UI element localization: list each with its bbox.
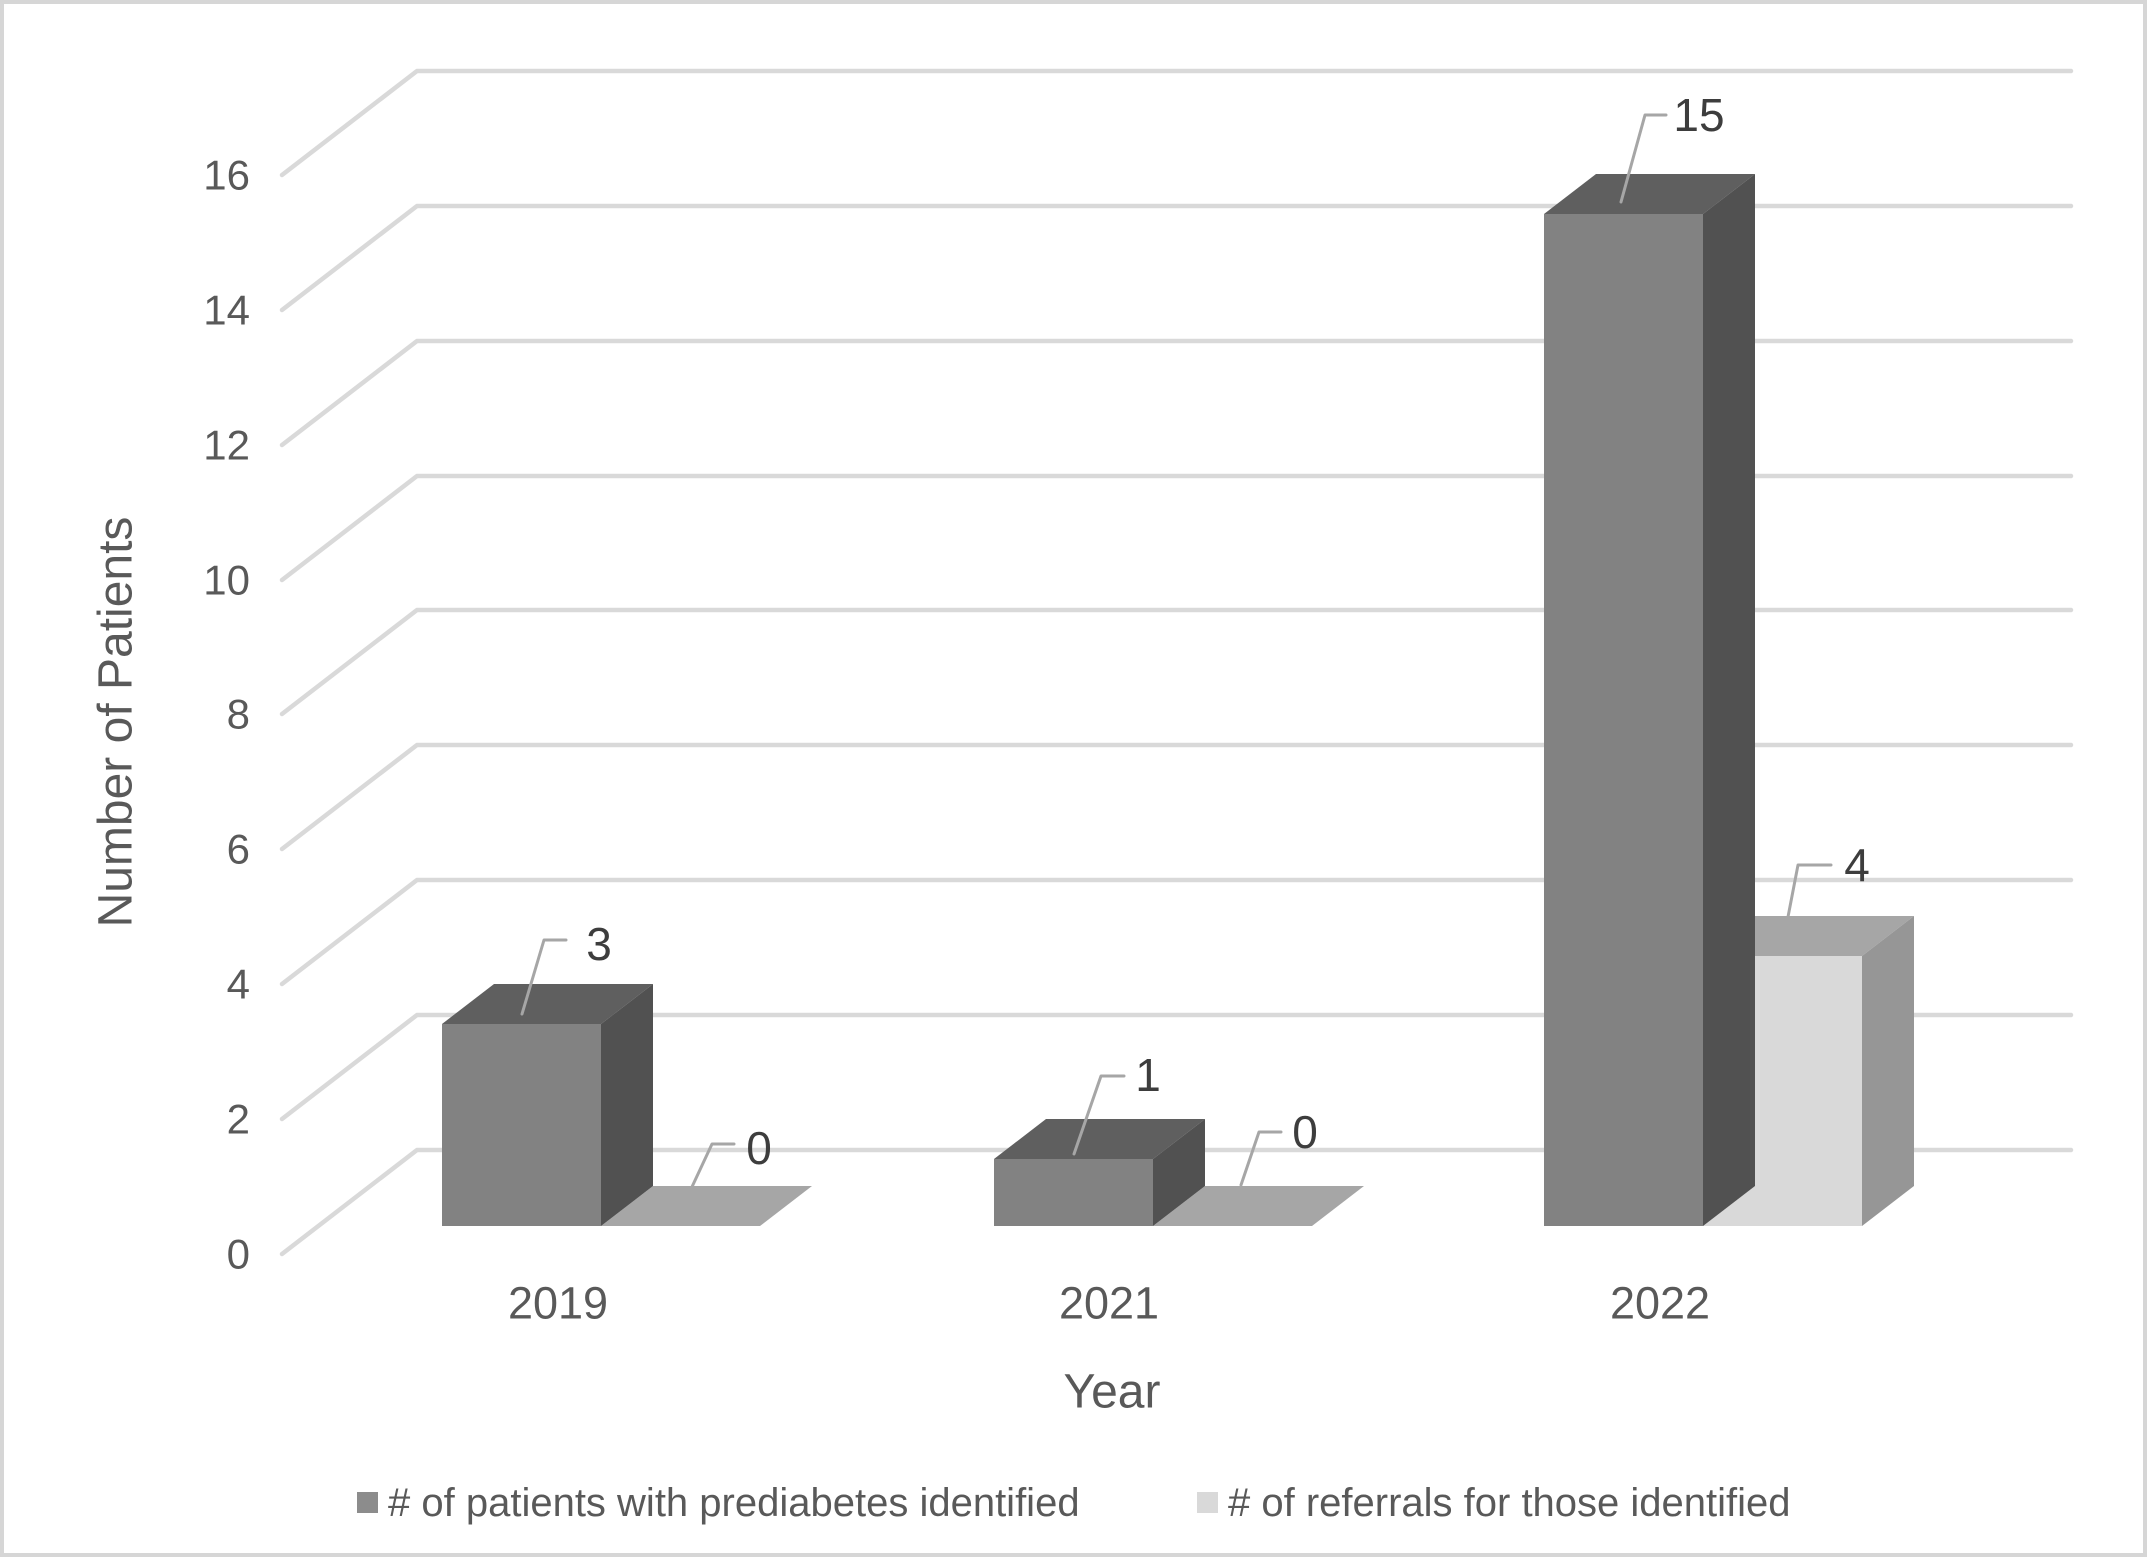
y-axis-ticks: 0 2 4 6 8 10 12 14 16 <box>203 152 250 1278</box>
y-tick-0: 0 <box>227 1231 250 1278</box>
y-tick-4: 4 <box>227 961 250 1008</box>
x-axis-title: Year <box>1064 1366 1161 1419</box>
y-tick-6: 6 <box>227 826 250 873</box>
y-tick-2: 2 <box>227 1096 250 1143</box>
bar-2019-patients-top <box>442 984 653 1024</box>
x-label-2019: 2019 <box>508 1278 608 1329</box>
bar-2021-referrals-flat <box>1153 1186 1364 1226</box>
gridline-2 <box>279 1012 2074 1122</box>
gridline-16 <box>279 68 2074 178</box>
legend-swatch-referrals <box>1197 1492 1218 1513</box>
gridline-4 <box>279 877 2074 987</box>
bar-2021-patients-top <box>994 1119 1205 1159</box>
data-labels: 3 0 1 0 15 4 <box>586 89 1870 1174</box>
bar-2022-patients-top <box>1544 174 1755 214</box>
bar-group-2022 <box>1544 174 1914 1226</box>
leader-2019-patients <box>520 938 568 1016</box>
legend-swatch-patients <box>357 1492 378 1513</box>
gridline-8 <box>279 607 2074 717</box>
leader-2021-patients <box>1072 1074 1126 1156</box>
bar-2021-patients-side <box>1153 1119 1205 1226</box>
bar-chart-3d: 0 2 4 6 8 10 12 14 16 <box>90 68 2074 1525</box>
data-label-2022-referrals: 4 <box>1844 839 1870 891</box>
bar-2019-referrals-flat <box>601 1186 812 1226</box>
y-axis-title: Number of Patients <box>90 517 143 928</box>
gridline-14 <box>279 203 2074 313</box>
data-label-2019-patients: 3 <box>586 918 612 970</box>
gridline-0 <box>279 1147 2074 1257</box>
leader-2019-referrals <box>689 1142 736 1191</box>
leader-2022-referrals <box>1780 863 1833 950</box>
y-tick-10: 10 <box>203 557 250 604</box>
bar-group-2019 <box>442 984 812 1226</box>
gridline-6 <box>279 742 2074 852</box>
y-tick-12: 12 <box>203 422 250 469</box>
bar-2019-patients-front <box>442 1024 601 1226</box>
legend-label-patients: # of patients with prediabetes identifie… <box>388 1481 1080 1525</box>
legend-label-referrals: # of referrals for those identified <box>1228 1481 1791 1525</box>
gridline-10 <box>279 473 2074 583</box>
data-label-2022-patients: 15 <box>1673 89 1724 141</box>
legend: # of patients with prediabetes identifie… <box>357 1481 1791 1525</box>
bar-2022-referrals-top <box>1703 916 1914 956</box>
gridline-12 <box>279 338 2074 448</box>
x-label-2022: 2022 <box>1610 1278 1710 1329</box>
data-label-2019-referrals: 0 <box>746 1122 772 1174</box>
bar-2022-referrals-side <box>1862 916 1914 1226</box>
data-label-2021-patients: 1 <box>1135 1049 1161 1101</box>
bar-group-2021 <box>994 1119 1364 1226</box>
data-label-leaders <box>520 113 1833 1191</box>
y-tick-8: 8 <box>227 691 250 738</box>
y-tick-16: 16 <box>203 152 250 199</box>
x-axis-labels: 2019 2021 2022 <box>508 1278 1710 1329</box>
leader-2022-patients <box>1619 113 1668 204</box>
bar-2022-patients-side <box>1703 174 1755 1226</box>
bar-2022-patients-front <box>1544 214 1703 1226</box>
x-label-2021: 2021 <box>1059 1278 1159 1329</box>
data-label-2021-referrals: 0 <box>1292 1106 1318 1158</box>
y-tick-14: 14 <box>203 287 250 334</box>
leader-2021-referrals <box>1239 1130 1283 1187</box>
bar-2021-patients-front <box>994 1159 1153 1226</box>
bar-2019-patients-side <box>601 984 653 1226</box>
gridlines <box>279 68 2074 1257</box>
